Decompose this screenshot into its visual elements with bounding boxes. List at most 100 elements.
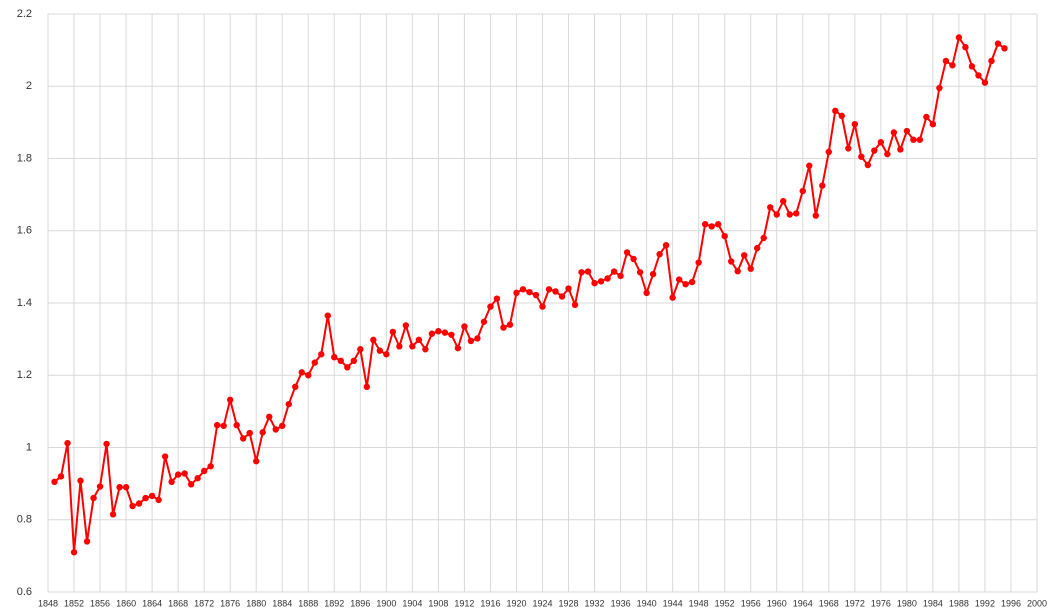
data-point xyxy=(480,318,488,325)
data-point xyxy=(669,294,676,301)
data-point xyxy=(318,351,325,358)
data-point xyxy=(571,301,579,309)
data-point xyxy=(331,353,338,361)
data-point xyxy=(903,127,911,135)
data-point xyxy=(975,72,982,79)
data-point xyxy=(422,346,429,353)
data-point xyxy=(708,223,715,230)
data-point xyxy=(487,303,494,310)
x-tick-label: 1948 xyxy=(689,598,709,608)
data-point xyxy=(721,232,728,240)
data-point xyxy=(90,494,97,502)
x-tick-label: 1940 xyxy=(637,598,657,608)
data-point xyxy=(155,496,162,504)
data-point xyxy=(688,278,696,286)
data-point xyxy=(266,413,273,420)
data-point xyxy=(135,500,143,507)
x-tick-label: 1892 xyxy=(324,598,344,608)
data-point xyxy=(220,422,227,430)
data-point xyxy=(819,182,826,189)
data-point xyxy=(825,148,832,156)
data-point xyxy=(812,212,819,219)
data-point xyxy=(532,291,540,299)
x-tick-label: 1896 xyxy=(350,598,370,608)
x-tick-label: 1872 xyxy=(194,598,214,608)
data-point xyxy=(194,475,201,482)
x-tick-label: 1856 xyxy=(90,598,110,608)
data-point xyxy=(578,269,585,276)
data-point xyxy=(513,289,520,297)
x-tick-label: 1980 xyxy=(897,598,917,608)
data-point xyxy=(656,251,663,258)
data-point xyxy=(643,289,650,297)
data-point xyxy=(213,421,221,429)
data-point xyxy=(415,336,423,344)
x-tick-label: 1952 xyxy=(715,598,735,608)
data-point xyxy=(662,242,670,249)
data-point xyxy=(148,492,156,500)
x-tick-label: 1944 xyxy=(663,598,683,608)
data-point xyxy=(910,136,917,143)
data-point xyxy=(474,335,481,342)
data-point xyxy=(786,211,793,218)
y-tick-label: 0.8 xyxy=(17,514,32,526)
x-tick-label: 1976 xyxy=(871,598,891,608)
data-point xyxy=(181,470,188,477)
data-point xyxy=(617,272,624,280)
data-point xyxy=(591,279,598,287)
x-tick-label: 1912 xyxy=(454,598,474,608)
data-point xyxy=(337,357,344,364)
data-point xyxy=(70,549,78,556)
data-point xyxy=(955,34,963,41)
data-point xyxy=(77,477,84,484)
data-point xyxy=(923,113,930,121)
data-point xyxy=(734,268,741,275)
data-point xyxy=(877,139,885,146)
data-point xyxy=(682,281,689,288)
y-tick-label: 1.4 xyxy=(17,297,32,309)
data-point xyxy=(597,278,605,285)
data-point xyxy=(279,422,286,430)
x-tick-label: 1852 xyxy=(64,598,84,608)
y-tick-label: 1 xyxy=(26,441,32,453)
data-point xyxy=(584,268,592,275)
data-point xyxy=(402,322,410,329)
data-point xyxy=(519,286,527,293)
data-point xyxy=(649,270,657,278)
y-tick-label: 1.2 xyxy=(17,369,32,381)
data-point xyxy=(871,147,878,154)
data-point xyxy=(675,276,683,283)
data-point xyxy=(701,221,709,228)
data-point xyxy=(357,346,364,353)
data-point xyxy=(526,288,533,296)
x-tick-label: 1936 xyxy=(611,598,631,608)
data-point xyxy=(428,330,436,337)
x-tick-label: 1916 xyxy=(480,598,500,608)
data-point xyxy=(226,396,234,404)
data-point xyxy=(259,429,266,436)
x-tick-label: 1924 xyxy=(532,598,552,608)
data-point xyxy=(806,162,813,169)
data-point xyxy=(461,323,468,330)
data-point xyxy=(142,494,149,502)
x-tick-label: 1860 xyxy=(116,598,136,608)
data-point xyxy=(233,421,240,429)
data-point xyxy=(838,112,846,120)
x-tick-label: 1920 xyxy=(506,598,526,608)
x-tick-label: 1968 xyxy=(819,598,839,608)
data-point xyxy=(741,252,748,259)
x-tick-label: 1972 xyxy=(845,598,865,608)
data-point xyxy=(994,40,1002,47)
x-tick-label: 1904 xyxy=(402,598,422,608)
x-tick-label: 2000 xyxy=(1027,598,1047,608)
data-point xyxy=(396,343,403,350)
x-tick-label: 1876 xyxy=(220,598,240,608)
data-point xyxy=(890,129,898,136)
x-tick-label: 1992 xyxy=(975,598,995,608)
data-point xyxy=(988,57,995,65)
data-point xyxy=(272,426,279,433)
data-point xyxy=(376,347,384,354)
data-point xyxy=(929,120,937,128)
